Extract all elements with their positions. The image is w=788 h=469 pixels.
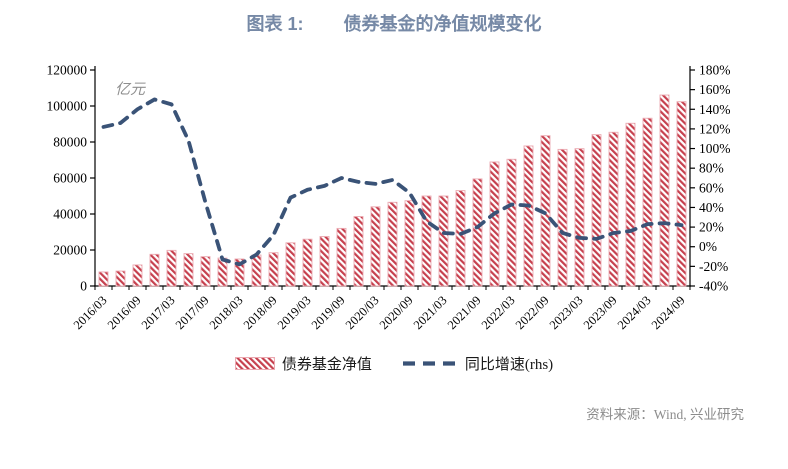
legend-line-label: 同比增速(rhs) (464, 357, 554, 373)
legend-bar-label: 债券基金净值 (281, 357, 372, 373)
bar (387, 201, 398, 287)
left-axis-tick-label: 80000 (53, 135, 87, 150)
bar (523, 145, 534, 287)
x-axis-tick-label: 2020/03 (343, 293, 382, 332)
chart-title: 图表 1: 债券基金的净值规模变化 (0, 10, 788, 36)
x-axis-tick-label: 2024/09 (649, 293, 688, 332)
line-series-swatch-icon (402, 361, 457, 366)
right-axis-tick-label: 160% (699, 82, 731, 97)
x-axis-tick-label: 2018/03 (207, 293, 246, 332)
bar (557, 148, 568, 287)
bar (166, 249, 177, 287)
bar (438, 195, 449, 287)
bar (302, 238, 313, 287)
x-axis-tick-label: 2023/09 (581, 293, 620, 332)
right-axis-tick-label: 140% (699, 102, 731, 117)
y-axis-right: -40% -20% 0% 20% 40% 60% 80% 100% 120% 140% 160% 18… (690, 63, 731, 294)
x-axis-tick-label: 2020/09 (377, 293, 416, 332)
x-axis-tick-label: 2022/03 (479, 293, 518, 332)
x-axis: 2016/032016/092017/032017/092018/032018/… (71, 286, 691, 332)
left-axis-tick-label: 0 (80, 279, 87, 294)
x-axis-tick-label: 2018/09 (241, 293, 280, 332)
bar-series-swatch-icon (234, 357, 275, 370)
bar (319, 236, 330, 287)
bar (608, 131, 619, 287)
x-axis-tick-label: 2021/09 (445, 293, 484, 332)
bar (132, 264, 143, 287)
bar (234, 258, 245, 287)
right-axis-tick-label: -40% (699, 279, 728, 294)
bar (421, 195, 432, 287)
bar (183, 253, 194, 287)
growth-line (101, 97, 684, 267)
bar (659, 94, 670, 287)
x-axis-tick-label: 2016/09 (105, 293, 144, 332)
unit-label: 亿元 (115, 81, 146, 98)
left-axis-tick-label: 100000 (47, 99, 88, 114)
bar (98, 271, 109, 287)
x-axis-tick-label: 2023/03 (547, 293, 586, 332)
left-axis-tick-label: 60000 (53, 171, 87, 186)
bar (370, 206, 381, 287)
x-axis-tick-label: 2016/03 (71, 293, 110, 332)
right-axis-tick-label: 60% (699, 180, 724, 195)
right-axis-tick-label: 100% (699, 141, 731, 156)
left-axis-tick-label: 20000 (53, 243, 87, 258)
bar (676, 101, 687, 287)
right-axis-tick-label: 40% (699, 200, 724, 215)
x-axis-tick-label: 2021/03 (411, 293, 450, 332)
bar (268, 252, 279, 287)
legend-item-bar: 债券基金净值 (234, 353, 372, 374)
legend-item-line: 同比增速(rhs) (402, 353, 553, 374)
source-note: 资料来源：Wind, 兴业研究 (586, 407, 744, 422)
bar (455, 190, 466, 287)
y-axis-left: 0 20000 40000 60000 80000 100000 120000 (47, 63, 95, 294)
bar (404, 200, 415, 287)
bar (285, 242, 296, 287)
x-axis-tick-label: 2024/03 (615, 293, 654, 332)
bar (642, 117, 653, 287)
bar (489, 161, 500, 287)
bar-series (98, 94, 687, 287)
chart-title-prefix: 图表 1: (246, 14, 304, 34)
bar (506, 158, 517, 287)
right-axis-tick-label: 180% (699, 63, 731, 78)
left-axis-tick-label: 120000 (47, 63, 88, 78)
bar (251, 254, 262, 287)
bar (625, 122, 636, 287)
bar (115, 270, 126, 287)
x-axis-tick-label: 2019/09 (309, 293, 348, 332)
x-axis-tick-label: 2022/09 (513, 293, 552, 332)
bar (574, 148, 585, 287)
x-axis-tick-label: 2017/03 (139, 293, 178, 332)
bar (149, 253, 160, 287)
bar (472, 178, 483, 287)
bar (353, 216, 364, 287)
bar (336, 227, 347, 287)
bar (200, 256, 211, 287)
chart-title-text: 债券基金的净值规模变化 (343, 14, 542, 34)
x-axis-tick-label: 2019/03 (275, 293, 314, 332)
right-axis-tick-label: 20% (699, 220, 724, 235)
x-axis-tick-label: 2017/09 (173, 293, 212, 332)
right-axis-tick-label: 0% (699, 239, 717, 254)
right-axis-tick-label: -20% (699, 259, 728, 274)
bar (591, 134, 602, 287)
right-axis-tick-label: 120% (699, 121, 731, 136)
right-axis-tick-label: 80% (699, 161, 724, 176)
chart-legend: 债券基金净值 同比增速(rhs) (0, 353, 788, 374)
left-axis-tick-label: 40000 (53, 207, 87, 222)
